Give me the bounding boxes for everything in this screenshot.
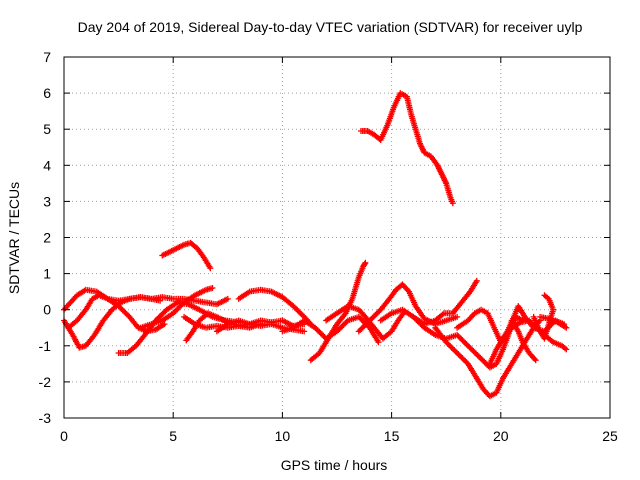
data-point-track: [159, 239, 214, 272]
data-point-track: [432, 317, 544, 400]
y-tick-label: 5: [43, 121, 51, 137]
x-tick-label: 10: [275, 428, 291, 444]
data-series-arc-05: [137, 285, 216, 331]
data-series-arc-18: [432, 317, 544, 400]
y-axis-label: SDTVAR / TECUs: [6, 182, 22, 294]
y-tick-label: 6: [43, 85, 51, 101]
x-axis-label: GPS time / hours: [281, 457, 388, 473]
data-series-arc-23: [537, 313, 570, 331]
data-series-arc-13: [323, 303, 408, 342]
data-point-track: [137, 285, 216, 331]
axis-ticks: 0 5 10 15 20 25 -3 -2 -1 0 1 2 3 4 5 6 7: [39, 49, 618, 444]
y-tick-label: -1: [39, 338, 52, 354]
y-tick-label: -2: [39, 374, 52, 390]
y-tick-label: 2: [43, 230, 51, 246]
x-tick-label: 5: [169, 428, 177, 444]
data-series-arc-06: [159, 239, 214, 272]
x-tick-label: 15: [384, 428, 400, 444]
data-series-arc-14: [355, 281, 461, 335]
y-tick-label: 4: [43, 157, 51, 173]
y-tick-label: -3: [39, 410, 52, 426]
x-tick-label: 0: [60, 428, 68, 444]
data-point-track: [358, 90, 456, 207]
y-tick-label: 3: [43, 193, 51, 209]
data-series-arc-22: [530, 292, 557, 342]
data-point-track: [307, 259, 369, 364]
chart-title: Day 204 of 2019, Sidereal Day-to-day VTE…: [78, 19, 583, 35]
data-point-track: [235, 286, 314, 328]
y-tick-label: 7: [43, 49, 51, 65]
data-series-arc-10: [235, 286, 314, 328]
data-series-arc-12: [307, 259, 369, 364]
y-tick-label: 0: [43, 302, 51, 318]
data-point-track: [508, 317, 539, 364]
data-points: [61, 90, 570, 400]
data-point-track: [355, 281, 461, 335]
data-point-track: [530, 292, 557, 342]
grid-lines: [64, 57, 610, 418]
data-point-track: [323, 303, 408, 342]
data-series-arc-21: [508, 317, 539, 364]
x-tick-label: 25: [602, 428, 618, 444]
x-tick-label: 20: [493, 428, 509, 444]
y-tick-label: 1: [43, 266, 51, 282]
data-series-arc-15: [358, 90, 456, 207]
data-point-track: [537, 313, 570, 331]
